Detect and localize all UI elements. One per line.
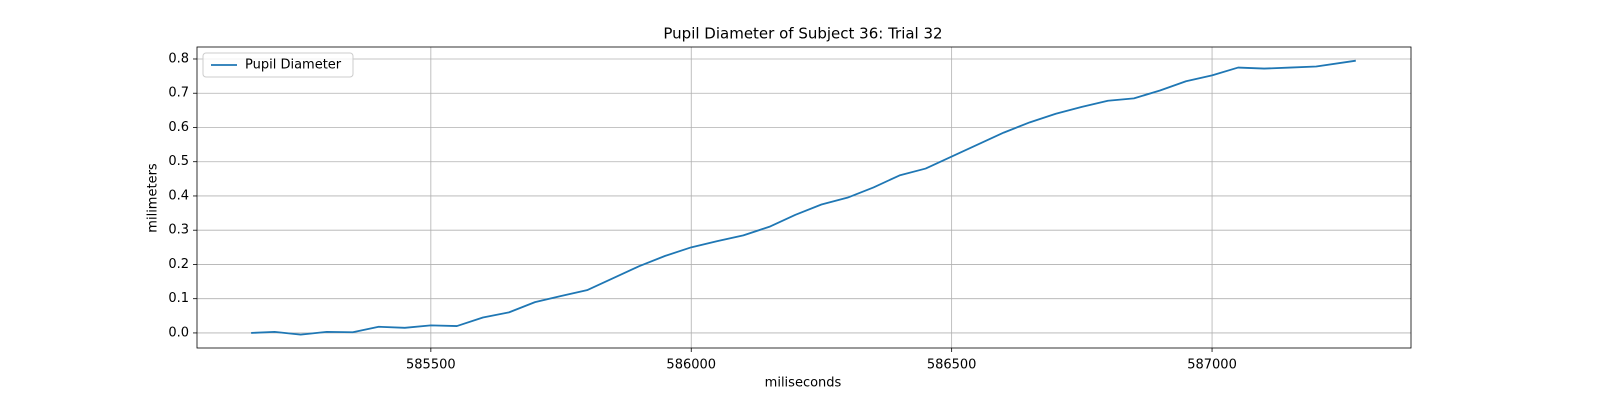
y-tick-label: 0.5 bbox=[168, 154, 189, 169]
y-axis-label: milimeters bbox=[146, 163, 161, 233]
x-axis-label: miliseconds bbox=[765, 376, 842, 391]
x-tick-label: 585500 bbox=[406, 358, 456, 373]
legend-label: Pupil Diameter bbox=[245, 58, 342, 73]
legend-box bbox=[202, 52, 354, 78]
y-tick-label: 0.6 bbox=[168, 120, 189, 135]
y-tick-label: 0.1 bbox=[168, 291, 189, 306]
y-tick-label: 0.2 bbox=[168, 257, 189, 272]
y-tick-label: 0.3 bbox=[168, 223, 189, 238]
x-tick-label: 586000 bbox=[666, 358, 716, 373]
x-tick-label: 586500 bbox=[927, 358, 977, 373]
y-tick-label: 0.4 bbox=[168, 188, 189, 203]
data-line bbox=[251, 59, 1356, 336]
y-tick-label: 0.0 bbox=[168, 325, 189, 340]
x-tick-label: 587000 bbox=[1187, 358, 1237, 373]
y-tick-label: 0.7 bbox=[168, 86, 189, 101]
y-tick-label: 0.8 bbox=[168, 51, 189, 66]
plot-frame bbox=[196, 46, 1412, 349]
chart-title: Pupil Diameter of Subject 36: Trial 32 bbox=[663, 25, 942, 43]
